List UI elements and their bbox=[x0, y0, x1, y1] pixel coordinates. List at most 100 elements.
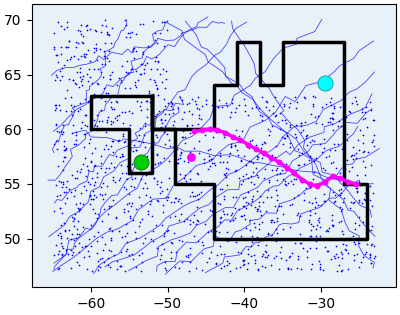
Point bbox=[102, 169, 108, 174]
Point bbox=[123, 187, 129, 192]
Point bbox=[290, 181, 296, 186]
Point bbox=[166, 112, 173, 117]
Point bbox=[97, 264, 104, 269]
Point bbox=[59, 243, 66, 249]
Point bbox=[98, 30, 104, 35]
Point bbox=[162, 104, 168, 109]
Point bbox=[273, 172, 280, 177]
Point bbox=[196, 150, 202, 155]
Point bbox=[310, 104, 316, 109]
Point bbox=[250, 181, 257, 186]
Point bbox=[165, 101, 171, 106]
Point bbox=[93, 48, 100, 53]
Point bbox=[202, 182, 208, 187]
Point bbox=[75, 27, 82, 32]
Point bbox=[127, 172, 134, 177]
Point bbox=[216, 243, 223, 248]
Point bbox=[322, 167, 328, 172]
Point bbox=[204, 147, 211, 152]
Point bbox=[115, 138, 122, 143]
Point bbox=[85, 236, 92, 241]
Point bbox=[105, 212, 112, 217]
Point bbox=[75, 108, 82, 113]
Point bbox=[342, 167, 348, 172]
Point bbox=[236, 102, 243, 107]
Point bbox=[332, 192, 338, 198]
Point bbox=[260, 151, 267, 156]
Point bbox=[129, 251, 135, 256]
Point bbox=[354, 172, 360, 177]
Point bbox=[87, 58, 93, 63]
Point bbox=[109, 106, 115, 112]
Point bbox=[274, 218, 280, 223]
Point bbox=[125, 171, 131, 176]
Point bbox=[121, 209, 128, 214]
Point bbox=[194, 218, 200, 223]
Point bbox=[360, 220, 366, 225]
Point bbox=[245, 247, 251, 252]
Point bbox=[164, 28, 170, 33]
Point bbox=[206, 158, 212, 163]
Point bbox=[98, 165, 104, 170]
Point bbox=[66, 227, 72, 232]
Point bbox=[108, 119, 114, 124]
Point bbox=[259, 114, 265, 119]
Point bbox=[93, 123, 100, 129]
Point bbox=[216, 151, 223, 156]
Point bbox=[109, 198, 116, 203]
Point bbox=[74, 205, 81, 210]
Point bbox=[280, 226, 286, 231]
Point bbox=[83, 187, 89, 192]
Point bbox=[206, 146, 213, 151]
Point bbox=[263, 99, 270, 104]
Point bbox=[241, 154, 248, 159]
Point bbox=[275, 120, 282, 125]
Point bbox=[193, 221, 200, 226]
Point bbox=[120, 120, 126, 125]
Point bbox=[123, 69, 129, 74]
Point bbox=[83, 174, 89, 179]
Point bbox=[341, 195, 348, 200]
Point bbox=[118, 264, 124, 269]
Point bbox=[138, 107, 144, 112]
Point bbox=[277, 249, 283, 254]
Point bbox=[84, 248, 91, 253]
Point bbox=[130, 149, 136, 154]
Point bbox=[154, 134, 160, 139]
Point bbox=[209, 103, 216, 108]
Point bbox=[144, 60, 150, 65]
Point bbox=[120, 207, 127, 212]
Point bbox=[86, 67, 92, 72]
Point bbox=[175, 160, 182, 165]
Point bbox=[248, 179, 254, 184]
Point bbox=[116, 229, 122, 234]
Point bbox=[182, 135, 188, 140]
Point bbox=[209, 208, 215, 213]
Point bbox=[369, 224, 376, 229]
Point bbox=[250, 193, 256, 198]
Point bbox=[80, 40, 86, 45]
Point bbox=[233, 239, 240, 244]
Point bbox=[137, 220, 144, 225]
Point bbox=[291, 131, 298, 136]
Point bbox=[130, 45, 137, 50]
Point bbox=[341, 183, 347, 188]
Point bbox=[112, 214, 119, 219]
Point bbox=[153, 54, 160, 59]
Point bbox=[60, 182, 66, 187]
Point bbox=[107, 77, 114, 82]
Point bbox=[54, 128, 60, 133]
Point bbox=[258, 146, 264, 151]
Point bbox=[148, 199, 154, 204]
Point bbox=[64, 236, 70, 241]
Point bbox=[142, 62, 148, 67]
Point bbox=[196, 112, 202, 117]
Point bbox=[68, 237, 74, 242]
Point bbox=[64, 25, 70, 30]
Point bbox=[240, 178, 246, 183]
Point bbox=[248, 196, 255, 201]
Point bbox=[157, 256, 163, 261]
Point bbox=[340, 241, 347, 246]
Point bbox=[349, 157, 356, 162]
Point bbox=[341, 237, 348, 242]
